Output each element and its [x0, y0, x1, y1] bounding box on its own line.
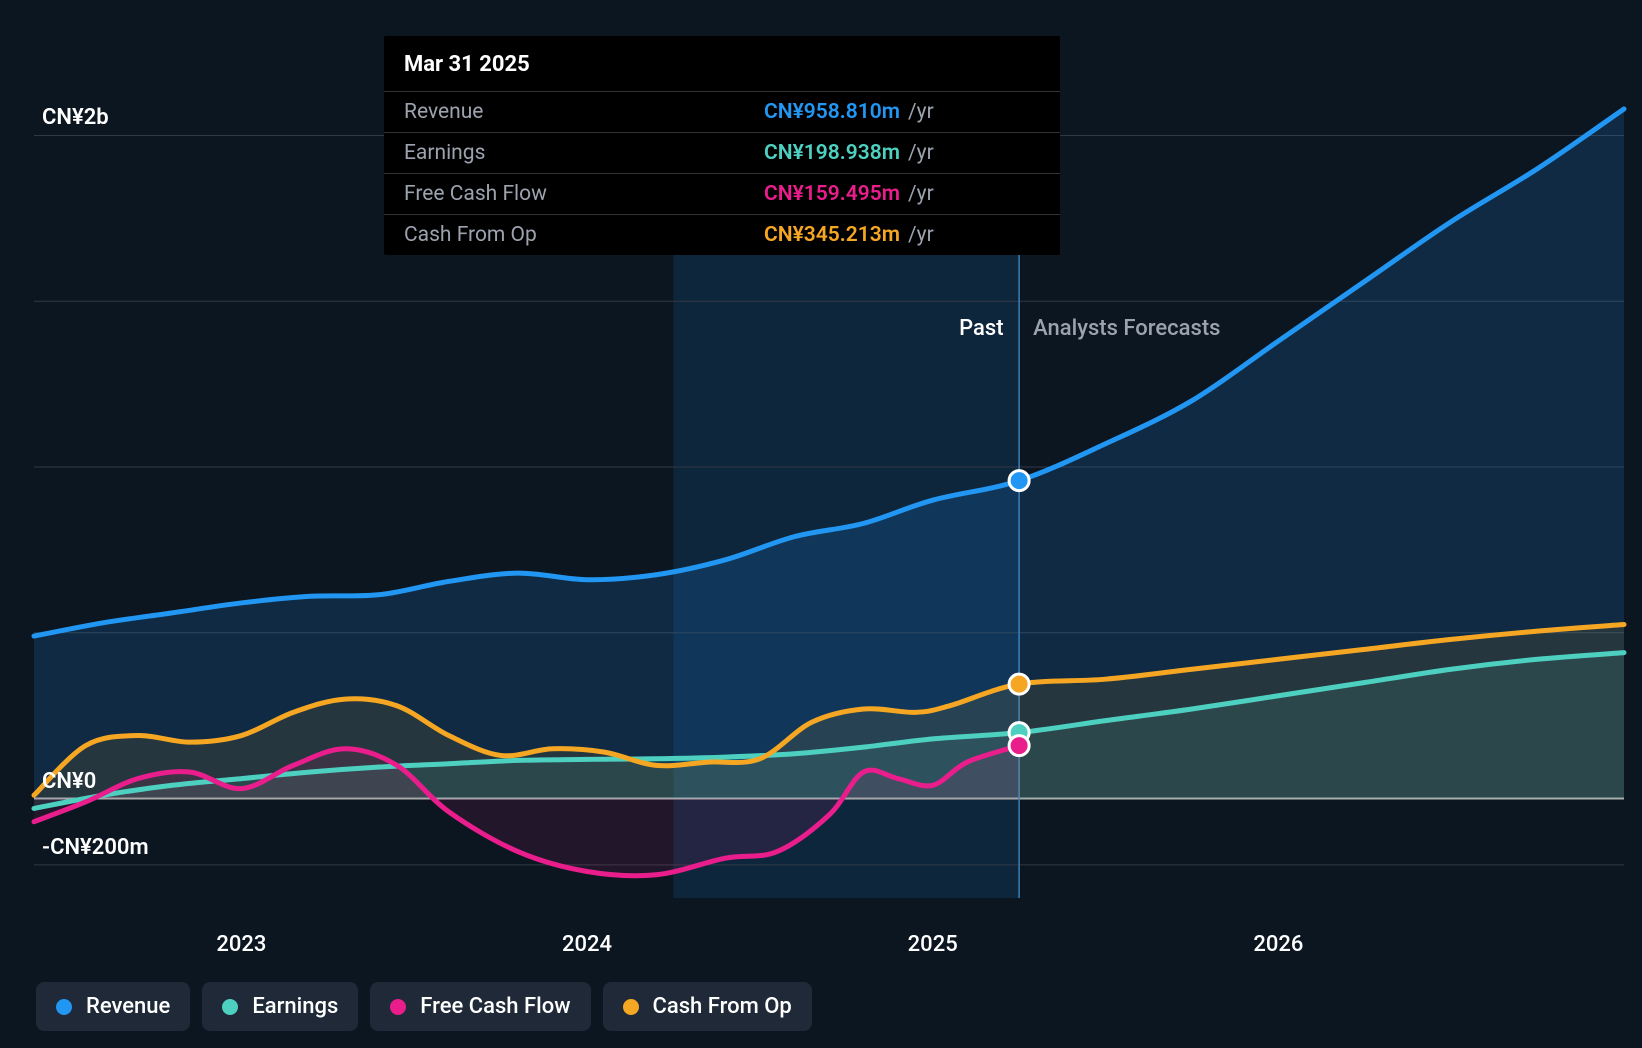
tooltip-row-label: Cash From Op [404, 223, 764, 247]
tooltip-date: Mar 31 2025 [384, 36, 1060, 91]
legend-swatch [222, 999, 238, 1015]
tooltip-row: EarningsCN¥198.938m/yr [384, 132, 1060, 173]
financial-chart[interactable]: Past Analysts Forecasts Mar 31 2025 Reve… [0, 0, 1642, 1048]
x-axis-label: 2024 [562, 932, 612, 957]
tooltip-row: RevenueCN¥958.810m/yr [384, 91, 1060, 132]
tooltip-row-unit: /yr [908, 100, 934, 124]
past-label: Past [959, 316, 1003, 341]
tooltip-row-label: Revenue [404, 100, 764, 124]
legend-label: Revenue [86, 994, 170, 1019]
tooltip-row: Cash From OpCN¥345.213m/yr [384, 214, 1060, 255]
y-axis-label: CN¥0 [42, 769, 96, 794]
legend-swatch [56, 999, 72, 1015]
legend-item[interactable]: Free Cash Flow [370, 982, 590, 1031]
legend-item[interactable]: Revenue [36, 982, 190, 1031]
chart-legend: Revenue Earnings Free Cash Flow Cash From O… [36, 982, 812, 1031]
tooltip-row-value: CN¥958.810m [764, 100, 900, 124]
tooltip-row-unit: /yr [908, 223, 934, 247]
legend-item[interactable]: Earnings [202, 982, 358, 1031]
tooltip-row-value: CN¥345.213m [764, 223, 900, 247]
legend-swatch [623, 999, 639, 1015]
legend-label: Cash From Op [653, 994, 792, 1019]
legend-swatch [390, 999, 406, 1015]
tooltip-row-unit: /yr [908, 141, 934, 165]
legend-label: Free Cash Flow [420, 994, 570, 1019]
tooltip-row-value: CN¥198.938m [764, 141, 900, 165]
tooltip-row-label: Free Cash Flow [404, 182, 764, 206]
tooltip-row: Free Cash FlowCN¥159.495m/yr [384, 173, 1060, 214]
tooltip-row-label: Earnings [404, 141, 764, 165]
tooltip-row-value: CN¥159.495m [764, 182, 900, 206]
x-axis-label: 2023 [216, 932, 266, 957]
y-axis-label: -CN¥200m [42, 835, 149, 860]
chart-tooltip: Mar 31 2025 RevenueCN¥958.810m/yrEarning… [384, 36, 1060, 255]
forecast-label: Analysts Forecasts [1033, 316, 1220, 341]
x-axis-label: 2026 [1253, 932, 1303, 957]
y-axis-label: CN¥2b [42, 105, 109, 130]
x-axis-label: 2025 [908, 932, 958, 957]
tooltip-row-unit: /yr [908, 182, 934, 206]
legend-item[interactable]: Cash From Op [603, 982, 812, 1031]
legend-label: Earnings [252, 994, 338, 1019]
